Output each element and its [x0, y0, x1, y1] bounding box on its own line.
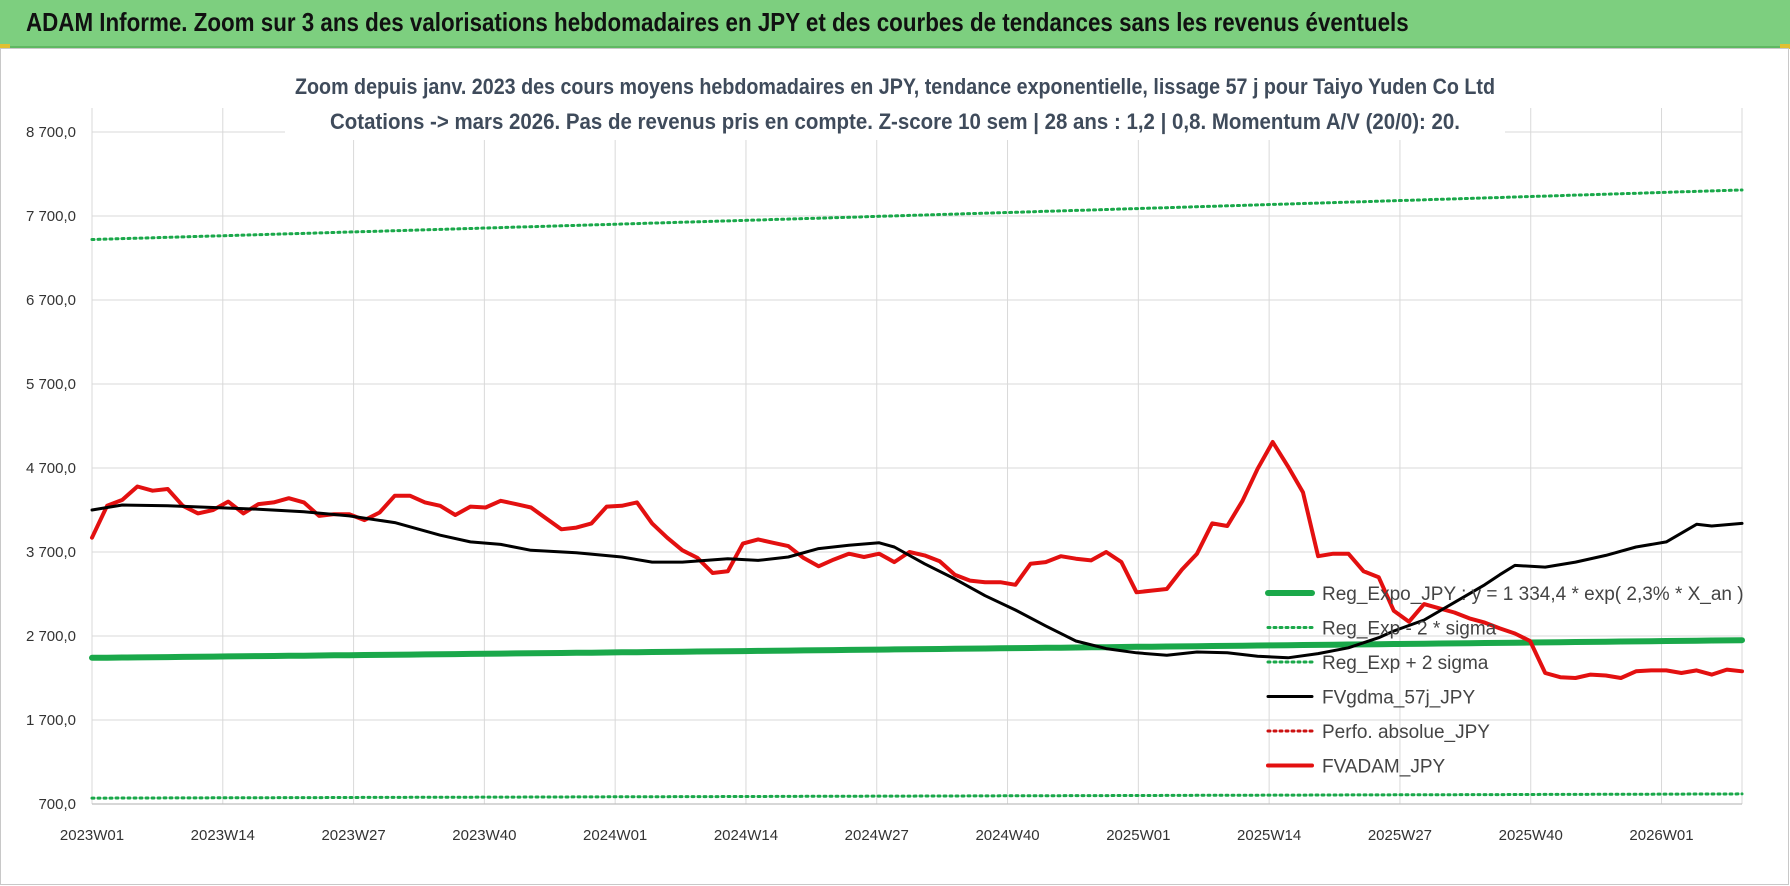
legend-item-fvadam: FVADAM_JPY	[1266, 757, 1446, 778]
x-axis-ticks: 2023W01 2023W14 2023W27 2023W40 2024W01 2024W…	[60, 827, 1694, 844]
legend-item-reg-exp-plus: Reg_Exp + 2 sigma	[1266, 653, 1489, 674]
legend-label: Reg_Exp + 2 sigma	[1322, 653, 1489, 674]
x-tick-label: 2026W01	[1629, 827, 1693, 844]
x-tick-label: 2023W14	[191, 827, 255, 844]
chart-subtitle: Cotations -> mars 2026. Pas de revenus p…	[330, 109, 1460, 134]
legend-item-perfo: Perfo. absolue_JPY	[1266, 722, 1490, 743]
legend-label: Reg_Expo_JPY : y = 1 334,4 * exp( 2,3% *…	[1322, 584, 1744, 605]
y-tick-label: 2 700,0	[26, 628, 76, 645]
y-tick-label: 5 700,0	[26, 376, 76, 393]
x-tick-label: 2023W40	[452, 827, 516, 844]
y-tick-label: 4 700,0	[26, 460, 76, 477]
x-tick-label: 2024W01	[583, 827, 647, 844]
chart-title: Zoom depuis janv. 2023 des cours moyens …	[295, 74, 1495, 99]
chart-series	[89, 188, 1745, 800]
y-tick-label: 6 700,0	[26, 292, 76, 309]
report-title: ADAM Informe. Zoom sur 3 ans des valoris…	[26, 7, 1409, 37]
x-tick-label: 2023W01	[60, 827, 124, 844]
legend-item-reg-expo: Reg_Expo_JPY : y = 1 334,4 * exp( 2,3% *…	[1265, 584, 1744, 605]
legend-label: FVgdma_57j_JPY	[1322, 688, 1475, 709]
x-tick-label: 2024W40	[975, 827, 1039, 844]
legend-label: FVADAM_JPY	[1322, 757, 1446, 778]
x-tick-label: 2023W27	[321, 827, 385, 844]
y-tick-label: 8 700,0	[26, 124, 76, 141]
y-tick-label: 7 700,0	[26, 208, 76, 225]
chart-legend: Reg_Expo_JPY : y = 1 334,4 * exp( 2,3% *…	[1265, 584, 1744, 778]
x-tick-label: 2024W14	[714, 827, 778, 844]
legend-item-fvgdma: FVgdma_57j_JPY	[1266, 688, 1475, 709]
chart-grid	[91, 108, 1743, 805]
y-tick-label: 1 700,0	[26, 712, 76, 729]
series-fvgdma-line	[90, 503, 1744, 660]
series-lower-sigma-line	[90, 792, 1744, 800]
y-tick-label: 3 700,0	[26, 544, 76, 561]
x-tick-label: 2025W14	[1237, 827, 1301, 844]
x-tick-label: 2024W27	[845, 827, 909, 844]
y-tick-label: 700,0	[38, 796, 76, 813]
legend-item-reg-exp-minus: Reg_Exp - 2 * sigma	[1266, 619, 1497, 640]
legend-label: Reg_Exp - 2 * sigma	[1322, 619, 1497, 640]
series-trend-line	[89, 637, 1745, 661]
y-axis-ticks: 8 700,0 7 700,0 6 700,0 5 700,0 4 700,0 3 700…	[26, 124, 76, 813]
legend-label: Perfo. absolue_JPY	[1322, 722, 1490, 743]
x-tick-label: 2025W40	[1499, 827, 1563, 844]
chart-title-background	[285, 60, 1505, 140]
series-upper-sigma-line	[90, 188, 1744, 241]
x-tick-label: 2025W01	[1106, 827, 1170, 844]
x-tick-label: 2025W27	[1368, 827, 1432, 844]
corner-accent-right	[1780, 44, 1790, 49]
chart-frame	[0, 48, 1789, 885]
corner-accent-left	[0, 44, 10, 49]
report-banner: ADAM Informe. Zoom sur 3 ans des valoris…	[0, 0, 1790, 48]
